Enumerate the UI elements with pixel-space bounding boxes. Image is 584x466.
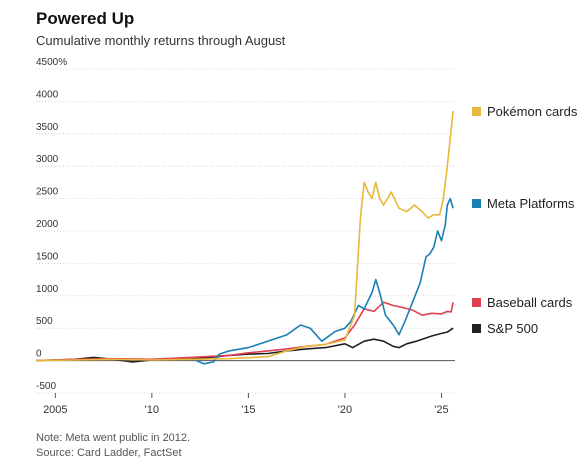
legend-swatch [472, 107, 481, 116]
legend-swatch [472, 298, 481, 307]
y-tick-label: 2000 [36, 219, 59, 230]
chart-title: Powered Up [36, 9, 135, 28]
y-tick-label: 3500 [36, 122, 59, 133]
series-line-pok-mon-cards [35, 111, 454, 362]
y-axis-ticks: 4500% 4000 3500 3000 2500 2000 1500 1000 500 0 -50… [36, 57, 67, 392]
legend-swatch [472, 324, 481, 333]
x-tick-label: '20 [338, 404, 352, 416]
x-tick-label: '15 [241, 404, 255, 416]
y-tick-label: 500 [36, 316, 53, 327]
legend-item: Pokémon cards [472, 104, 578, 119]
x-tick-label: '25 [434, 404, 448, 416]
y-tick-label: 1500 [36, 251, 59, 262]
y-tick-label: 3000 [36, 154, 59, 165]
legend: Pokémon cards Meta Platforms Baseball card… [472, 104, 578, 336]
y-tick-label: 4000 [36, 89, 59, 100]
series-layer [35, 111, 454, 365]
chart-subtitle: Cumulative monthly returns through Augus… [36, 33, 286, 48]
legend-item: Meta Platforms [472, 196, 575, 211]
y-tick-label: 0 [36, 349, 42, 360]
chart-source: Source: Card Ladder, FactSet [36, 447, 182, 459]
legend-label: S&P 500 [487, 321, 538, 336]
y-tick-label: 2500 [36, 187, 59, 198]
series-line-s-p-500 [35, 327, 454, 363]
x-tick-label: '10 [145, 404, 159, 416]
legend-label: Baseball cards [487, 295, 573, 310]
chart-note: Note: Meta went public in 2012. [36, 432, 191, 444]
legend-label: Pokémon cards [487, 104, 578, 119]
legend-label: Meta Platforms [487, 196, 575, 211]
legend-item: S&P 500 [472, 321, 538, 336]
y-tick-label: 1000 [36, 284, 59, 295]
x-tick-label: 2005 [43, 404, 67, 416]
series-line-baseball-cards [35, 301, 454, 362]
x-axis-ticks: 2005 '10 '15 '20 '25 [43, 393, 449, 416]
grid-layer [36, 68, 455, 394]
series-line-meta-platforms [195, 197, 454, 365]
y-tick-label: 4500% [36, 57, 67, 68]
y-tick-label: -500 [36, 381, 56, 392]
legend-swatch [472, 199, 481, 208]
legend-item: Baseball cards [472, 295, 573, 310]
